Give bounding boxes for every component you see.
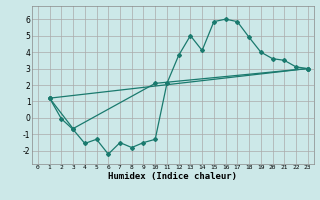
X-axis label: Humidex (Indice chaleur): Humidex (Indice chaleur) bbox=[108, 172, 237, 181]
